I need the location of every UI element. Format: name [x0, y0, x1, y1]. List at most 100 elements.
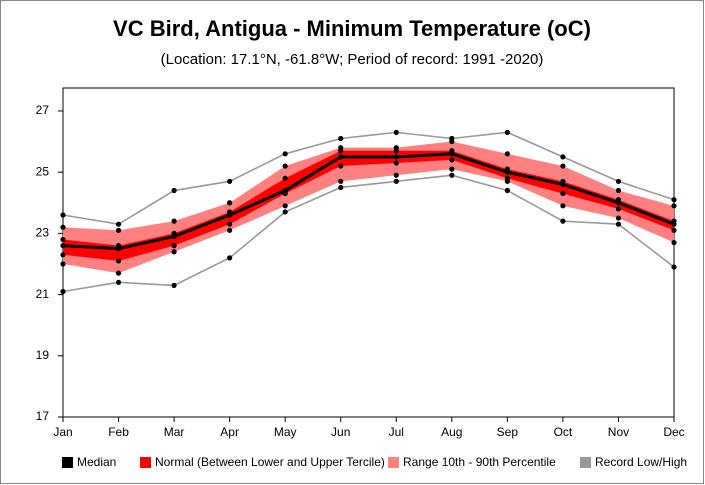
chart-title: VC Bird, Antigua - Minimum Temperature (… — [113, 16, 591, 41]
data-point — [504, 129, 510, 135]
x-tick-label: Apr — [220, 425, 239, 439]
x-tick-label: Jan — [53, 425, 72, 439]
data-point — [171, 233, 177, 240]
data-point — [449, 157, 455, 163]
data-point — [60, 212, 66, 218]
data-point — [560, 154, 566, 160]
data-point — [393, 148, 399, 154]
data-point — [338, 163, 344, 169]
data-point — [560, 218, 566, 224]
data-point — [671, 227, 677, 233]
data-point — [282, 209, 288, 215]
data-point — [171, 187, 177, 194]
data-point — [449, 151, 455, 157]
data-point — [115, 258, 122, 264]
data-point — [671, 197, 677, 203]
data-point — [282, 175, 288, 181]
band-area — [63, 150, 674, 261]
x-tick-label: Jul — [389, 425, 404, 439]
x-tick-label: Oct — [554, 425, 573, 439]
y-tick-label: 25 — [36, 164, 50, 178]
y-tick-label: 17 — [36, 409, 50, 423]
legend-swatch — [388, 457, 399, 468]
data-point — [227, 212, 233, 218]
data-point — [449, 135, 455, 142]
data-point — [560, 203, 566, 209]
legend-label: Median — [77, 455, 116, 469]
legend-swatch — [580, 457, 591, 468]
x-tick-label: Dec — [663, 425, 684, 439]
data-point — [60, 236, 66, 243]
data-point — [393, 178, 399, 184]
data-point — [227, 227, 233, 233]
data-point — [504, 151, 510, 157]
x-tick-label: Feb — [108, 425, 129, 439]
median-line — [62, 152, 675, 251]
data-point — [504, 175, 510, 181]
data-point — [171, 218, 177, 224]
x-tick-label: Sep — [497, 425, 519, 439]
data-point — [560, 190, 566, 197]
data-point — [115, 279, 122, 285]
data-point — [504, 187, 510, 194]
data-point — [227, 200, 233, 206]
y-tick-label: 23 — [36, 226, 50, 240]
data-point — [227, 255, 233, 261]
data-point — [115, 221, 122, 227]
data-point — [671, 221, 677, 227]
data-point — [449, 172, 455, 178]
data-point — [338, 148, 344, 154]
data-point — [338, 184, 344, 191]
data-point — [615, 178, 622, 184]
data-point — [615, 215, 622, 221]
data-point — [671, 203, 677, 209]
data-point — [615, 187, 622, 194]
data-point — [338, 154, 344, 160]
legend-label: Range 10th - 90th Percentile — [403, 455, 556, 469]
record-low-line — [62, 174, 675, 293]
data-point — [60, 261, 66, 267]
data-point — [393, 154, 399, 160]
y-tick-label: 21 — [36, 287, 50, 301]
data-point — [393, 172, 399, 178]
data-point — [60, 243, 66, 249]
chart-subtitle: (Location: 17.1°N, -61.8°W; Period of re… — [161, 51, 544, 68]
data-point — [338, 178, 344, 184]
x-tick-label: Aug — [441, 425, 462, 439]
data-point — [115, 270, 122, 276]
data-point — [282, 187, 288, 194]
data-point — [171, 282, 177, 288]
data-point — [393, 160, 399, 166]
x-tick-label: May — [274, 425, 297, 439]
data-point — [560, 181, 566, 188]
data-point — [60, 252, 66, 258]
x-tick-label: Mar — [164, 425, 185, 439]
record-high-line — [62, 131, 675, 226]
x-tick-label: Jun — [331, 425, 350, 439]
legend-swatch — [62, 457, 73, 468]
data-point — [504, 169, 510, 175]
data-point — [60, 224, 66, 230]
data-point — [393, 129, 399, 135]
y-tick-label: 27 — [36, 103, 50, 117]
data-point — [615, 200, 622, 206]
data-point — [671, 239, 677, 246]
legend-swatch — [140, 457, 151, 468]
legend-label: Record Low/High — [595, 455, 687, 469]
data-point — [115, 246, 122, 252]
data-point — [615, 206, 622, 212]
data-point — [282, 203, 288, 209]
y-tick-label: 19 — [36, 348, 50, 362]
data-point — [338, 135, 344, 142]
data-point — [227, 221, 233, 227]
data-point — [449, 166, 455, 172]
data-point — [671, 264, 677, 270]
data-point — [282, 151, 288, 157]
data-point — [282, 163, 288, 169]
data-point — [115, 227, 122, 233]
data-point — [171, 243, 177, 249]
data-point — [227, 178, 233, 184]
legend-label: Normal (Between Lower and Upper Tercile) — [155, 455, 385, 469]
x-tick-label: Nov — [608, 425, 629, 439]
